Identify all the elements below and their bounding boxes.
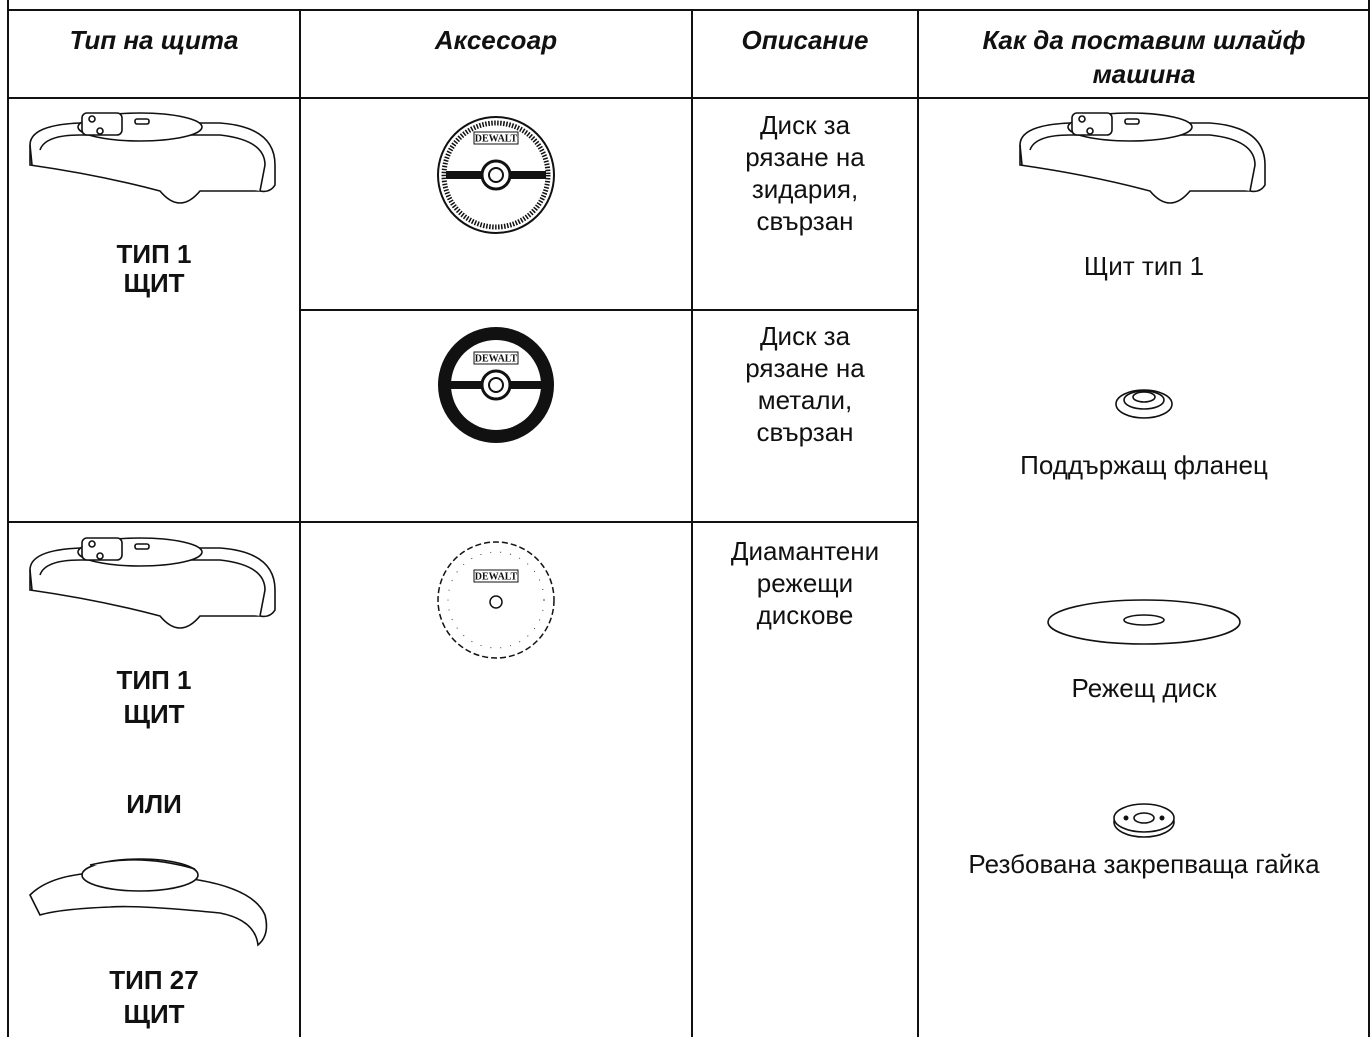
masonry-disc: DEWALT (437, 116, 555, 234)
description: свързан (756, 417, 853, 447)
description: дискове (757, 600, 854, 630)
header-cell: Как да поставим шлайф (982, 25, 1305, 55)
description: рязане на (745, 353, 865, 383)
mounting-label: Щит тип 1 (1084, 251, 1204, 281)
mounting-label: Поддържащ фланец (1020, 450, 1268, 480)
guard-label: ТИП 27 (109, 965, 198, 995)
guard-label: ЩИТ (123, 999, 184, 1029)
brand-label: DEWALT (475, 571, 518, 582)
description: Диск за (760, 110, 851, 140)
header-cell: Тип на щита (69, 25, 238, 55)
mounting-label: Режещ диск (1072, 673, 1218, 703)
description: метали, (758, 385, 852, 415)
diamond-disc: DEWALT (437, 541, 555, 659)
header-cell: Описание (742, 25, 869, 55)
guard-image (29, 112, 276, 204)
description: зидария, (752, 174, 858, 204)
brand-label: DEWALT (475, 353, 518, 364)
mounting-label: Резбована закрепваща гайка (968, 849, 1320, 879)
description: свързан (756, 206, 853, 236)
description: рязане на (745, 142, 865, 172)
guard-image (29, 537, 276, 629)
description: Диамантени (731, 536, 879, 566)
guard-label: ЩИТ (123, 699, 184, 729)
table-rules (7, 0, 1370, 1037)
guard-image (1019, 112, 1266, 204)
guard-label: ТИП 1 (117, 239, 192, 269)
description: режещи (757, 568, 853, 598)
header-cell: машина (1093, 59, 1196, 89)
guard-label: ТИП 1 (117, 665, 192, 695)
description: Диск за (760, 321, 851, 351)
brand-label: DEWALT (475, 133, 518, 144)
cutting-disc (1047, 599, 1241, 645)
backing-flange (1115, 389, 1173, 419)
guard-label: ИЛИ (126, 789, 182, 819)
header-cell: Аксесоар (434, 25, 557, 55)
guard-label: ЩИТ (123, 268, 184, 298)
guard-image (29, 858, 268, 946)
metal-disc: DEWALT (438, 327, 554, 443)
clamp-nut (1113, 803, 1175, 838)
